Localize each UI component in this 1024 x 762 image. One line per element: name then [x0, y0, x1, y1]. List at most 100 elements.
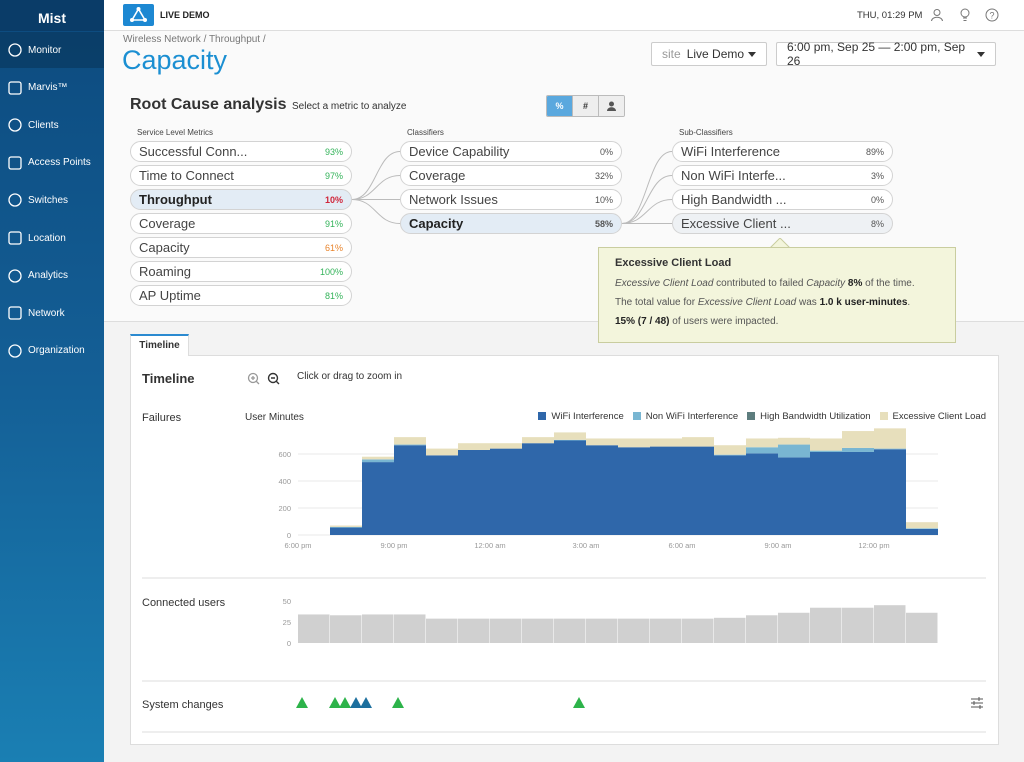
change-event[interactable]	[329, 697, 341, 708]
y-tick-label: 400	[278, 477, 291, 486]
metric-row[interactable]: Capacity 61%	[130, 237, 352, 258]
bar	[746, 438, 778, 448]
nav-icon-shape	[8, 156, 22, 170]
x-tick-label: 12:00 am	[474, 541, 505, 550]
metric-value: 81%	[324, 290, 343, 301]
legend-item[interactable]: Non WiFi Interference	[632, 411, 739, 422]
nav-label: Location	[28, 232, 66, 244]
bar	[330, 615, 362, 643]
bar	[874, 605, 906, 643]
metric-row[interactable]: Capacity 58%	[400, 213, 622, 234]
badge[interactable]: LIVE DEMO	[160, 10, 210, 20]
tab[interactable]: Timeline	[130, 334, 189, 356]
change-event[interactable]	[339, 697, 351, 708]
legend-label: Non WiFi Interference	[645, 411, 739, 422]
nav-item[interactable]: Switches	[0, 182, 104, 218]
metric-row[interactable]: Non WiFi Interfe... 3%	[672, 165, 893, 186]
metric-row[interactable]: Time to Connect 97%	[130, 165, 352, 186]
nav-item[interactable]: Analytics	[0, 258, 104, 294]
metric-row[interactable]: Roaming 100%	[130, 261, 352, 282]
metric-row[interactable]: WiFi Interference 89%	[672, 141, 893, 162]
bar	[362, 459, 394, 463]
nav-item[interactable]: Network	[0, 295, 104, 331]
tree-link	[351, 151, 401, 200]
metric-value: 100%	[319, 266, 343, 277]
user-icon	[607, 101, 616, 111]
bar	[586, 445, 618, 535]
metric-name: Throughput	[139, 192, 212, 207]
bar	[618, 438, 650, 448]
nav-item[interactable]: Clients	[0, 107, 104, 143]
y-tick-label: 0	[287, 531, 291, 540]
metric-row[interactable]: High Bandwidth ... 0%	[672, 189, 893, 210]
toggle[interactable]	[598, 96, 624, 116]
breadcrumb[interactable]: Wireless Network / Throughput /	[123, 34, 266, 45]
legend-item[interactable]: High Bandwidth Utilization	[747, 411, 871, 422]
tooltip-line: The total value for Excessive Client Loa…	[615, 297, 939, 308]
metric-row[interactable]: Successful Conn... 93%	[130, 141, 352, 162]
nav-icon-shape	[8, 306, 22, 320]
bar	[842, 447, 874, 452]
metric-row[interactable]: Network Issues 10%	[400, 189, 622, 210]
toggle[interactable]: #	[572, 96, 598, 116]
nav-icon-shape	[8, 344, 22, 358]
bar	[362, 462, 394, 535]
bar	[426, 618, 458, 643]
user-icon[interactable]	[930, 8, 944, 22]
metric-name: Excessive Client ...	[681, 216, 791, 231]
change-events	[296, 697, 585, 708]
tooltip-text: 1.0 k user-minutes	[819, 297, 908, 308]
x-tick-label: 12:00 pm	[858, 541, 889, 550]
bar	[362, 456, 394, 460]
metric-row[interactable]: AP Uptime 81%	[130, 285, 352, 306]
metric-value: 61%	[324, 242, 343, 253]
nav-item[interactable]: Access Points	[0, 145, 104, 181]
bar	[554, 440, 586, 535]
nav-label: Access Points	[28, 157, 91, 169]
y-tick-label: 25	[283, 618, 291, 627]
legend-item[interactable]: WiFi Interference	[538, 411, 624, 422]
metric-name: Non WiFi Interfe...	[681, 168, 786, 183]
site-value: Live Demo	[686, 47, 745, 61]
bar	[810, 450, 842, 452]
logo[interactable]: Mist	[0, 0, 104, 31]
bar	[586, 438, 618, 446]
metric-row[interactable]: Coverage 32%	[400, 165, 622, 186]
y-tick-label: 50	[283, 597, 291, 606]
bar	[682, 618, 714, 643]
bar	[906, 612, 938, 643]
change-event[interactable]	[573, 697, 585, 708]
nav-item[interactable]: Marvis™	[0, 70, 104, 106]
toggle[interactable]: %	[547, 96, 572, 116]
bar	[458, 449, 490, 535]
nav-icon	[8, 344, 22, 358]
legend-swatch	[747, 412, 756, 420]
bar	[714, 455, 746, 535]
bar	[298, 614, 330, 643]
metric-row[interactable]: Coverage 91%	[130, 213, 352, 234]
help-icon[interactable]: ?	[985, 8, 999, 22]
change-event[interactable]	[296, 697, 308, 708]
site-select[interactable]: site Live Demo	[651, 42, 767, 66]
nav-label: Switches	[28, 194, 69, 206]
metric-row[interactable]: Device Capability 0%	[400, 141, 622, 162]
metric-row[interactable]: Throughput 10%	[130, 189, 352, 210]
nav-item[interactable]: Location	[0, 220, 104, 256]
zoom-controls[interactable]	[247, 372, 281, 386]
date-select[interactable]: 6:00 pm, Sep 25 — 2:00 pm, Sep 26	[776, 40, 996, 68]
metric-value: 3%	[870, 170, 884, 181]
legend-item[interactable]: Excessive Client Load	[879, 411, 986, 422]
bar	[330, 527, 362, 535]
metric-row[interactable]: Excessive Client ... 8%	[672, 213, 893, 234]
nav-item[interactable]: Organization	[0, 333, 104, 369]
nav-item[interactable]: Monitor	[0, 32, 104, 68]
change-event[interactable]	[350, 697, 362, 708]
change-event[interactable]	[392, 697, 404, 708]
legend-label: WiFi Interference	[551, 411, 624, 422]
idea-icon[interactable]	[959, 8, 971, 22]
bar	[522, 618, 554, 643]
change-event[interactable]	[360, 697, 372, 708]
tooltip-text: 8%	[847, 278, 863, 289]
filter-icon[interactable]	[971, 697, 983, 709]
